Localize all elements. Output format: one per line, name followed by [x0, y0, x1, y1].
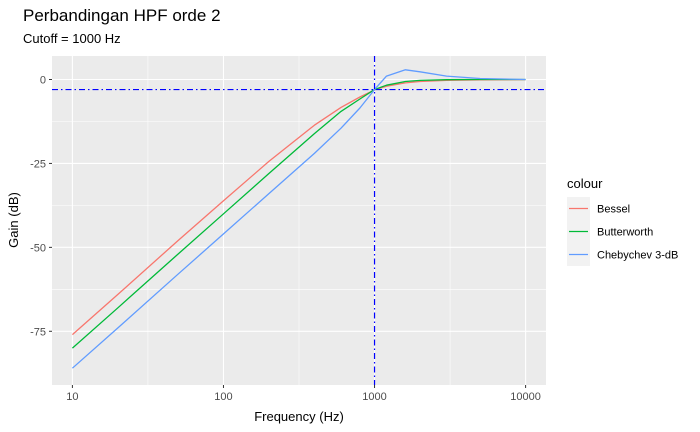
series-line-butterworth — [71, 78, 526, 349]
x-tick-label: 100 — [214, 391, 232, 403]
x-tick-label: 1000 — [362, 391, 386, 403]
x-tick-label: 10000 — [510, 391, 541, 403]
y-axis-ticks: 0 -25 -50 -75 — [30, 75, 52, 338]
chart-title: Perbandingan HPF orde 2 — [23, 6, 221, 25]
legend-label: Chebychev 3-dB — [597, 250, 678, 262]
series-line-chebychev-3-db — [71, 69, 526, 369]
y-tick-label: -25 — [30, 158, 46, 170]
series-lines — [71, 69, 526, 369]
y-tick-label: -50 — [30, 242, 46, 254]
minor-gridlines — [52, 56, 546, 385]
legend: colour Bessel Butterworth Chebychev 3-dB — [567, 176, 678, 266]
x-tick-label: 10 — [66, 391, 78, 403]
legend-items: Bessel Butterworth Chebychev 3-dB — [567, 197, 678, 266]
legend-title: colour — [567, 176, 603, 191]
legend-label: Bessel — [597, 204, 630, 216]
reference-lines — [52, 56, 546, 385]
x-axis-ticks: 10 100 1000 10000 — [66, 385, 541, 403]
series-line-bessel — [71, 78, 526, 336]
chart-subtitle: Cutoff = 1000 Hz — [23, 31, 121, 46]
legend-label: Butterworth — [597, 227, 653, 239]
y-axis-title: Gain (dB) — [6, 192, 21, 248]
x-axis-title: Frequency (Hz) — [254, 409, 344, 424]
y-tick-label: 0 — [40, 75, 46, 87]
y-tick-label: -75 — [30, 326, 46, 338]
